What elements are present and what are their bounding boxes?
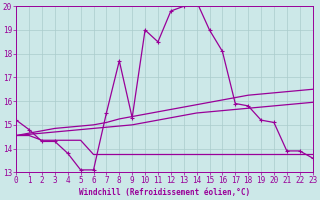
X-axis label: Windchill (Refroidissement éolien,°C): Windchill (Refroidissement éolien,°C): [79, 188, 250, 197]
